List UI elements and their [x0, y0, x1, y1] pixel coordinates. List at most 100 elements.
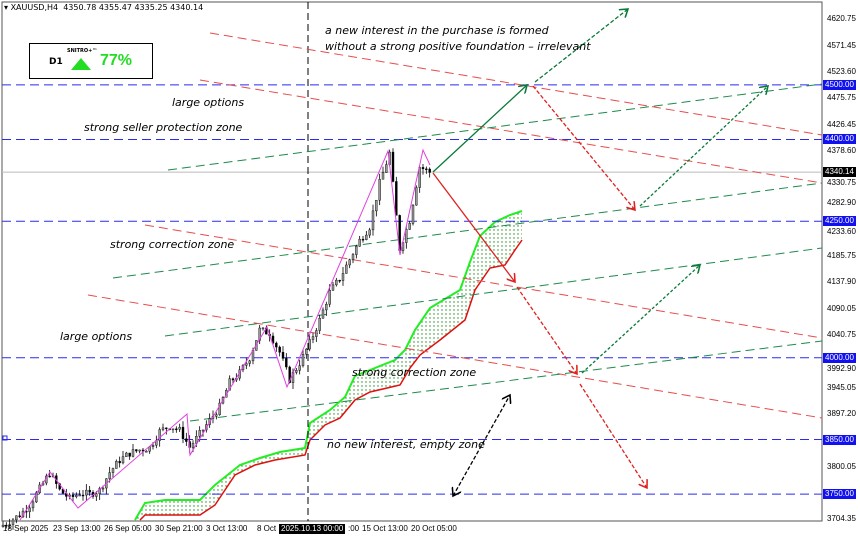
descending-trend-line — [144, 224, 823, 339]
x-tick-label: 15 Oct 13:00 — [362, 524, 408, 533]
candle-body — [321, 309, 325, 319]
candle-body — [371, 210, 375, 231]
y-tick-label: 4137.90 — [827, 277, 856, 287]
candle-body — [135, 449, 138, 452]
annotation-text: strong correction zone — [110, 238, 235, 251]
candle-body — [71, 494, 75, 497]
y-tick-label: 4233.60 — [827, 227, 856, 237]
scenario-arrow-up — [581, 265, 700, 374]
annotation-text: without a strong positive foundation – i… — [325, 40, 591, 53]
candle-body — [338, 279, 341, 282]
x-tick-label: :00 — [348, 524, 360, 533]
candle-body — [415, 187, 418, 206]
level-price-label: 4500.00 — [823, 79, 856, 90]
x-tick-label: 20 Oct 05:00 — [411, 524, 457, 533]
candle-body — [195, 436, 198, 444]
candle-body — [15, 515, 18, 521]
level-handle — [2, 435, 8, 441]
y-tick-label: 4475.75 — [827, 93, 856, 103]
y-tick-label: 3704.35 — [827, 514, 856, 523]
candle-body — [288, 366, 291, 383]
candle-body — [218, 402, 221, 415]
x-tick-label: 18 Sep 2025 — [3, 524, 49, 533]
candle-body — [8, 524, 11, 526]
candle-body — [348, 259, 351, 266]
y-tick-label: 3945.05 — [827, 382, 856, 392]
candle-body — [275, 342, 278, 348]
x-tick-label: 3 Oct 13:00 — [206, 524, 248, 533]
candle-body — [171, 428, 175, 431]
candle-body — [368, 229, 371, 236]
chart-header: ▾ XAUUSD,H4 4350.78 4355.47 4335.25 4340… — [4, 3, 203, 12]
scenario-arrow-down — [579, 383, 647, 488]
candle-body — [125, 452, 128, 457]
level-price-label: 4400.00 — [823, 134, 856, 145]
candle-body — [201, 429, 205, 432]
y-tick-label: 3897.20 — [827, 408, 856, 418]
y-tick-label: 4571.45 — [827, 40, 856, 50]
candle-body — [185, 438, 188, 442]
level-price-label: 3750.00 — [823, 489, 856, 500]
symbol-label: XAUUSD,H4 — [10, 3, 59, 12]
candle-body — [18, 515, 21, 518]
ascending-trend-line — [112, 182, 823, 279]
candle-body — [278, 346, 281, 353]
cloud-lower-line — [139, 239, 523, 521]
candle-body — [328, 290, 331, 305]
crosshair-time-label: 2025.10.13 00:00 — [279, 524, 346, 534]
candle-body — [358, 238, 361, 247]
candle-body — [408, 223, 411, 230]
candle-body — [198, 430, 201, 437]
candle-body — [181, 426, 185, 439]
annotation-text: large options — [60, 330, 133, 343]
descending-trend-line — [87, 294, 823, 419]
candle-body — [115, 461, 118, 469]
ascending-trend-line — [164, 247, 823, 337]
annotation-text: strong seller protection zone — [84, 121, 243, 134]
candle-body — [228, 378, 231, 391]
candle-body — [35, 492, 38, 503]
candle-body — [355, 246, 358, 255]
candle-body — [95, 493, 98, 497]
candle-body — [405, 229, 408, 243]
candle-body — [78, 494, 81, 497]
candle-body — [391, 151, 395, 182]
x-tick-label: 8 Oct — [257, 524, 277, 533]
descending-trend-line — [209, 32, 823, 136]
indicator-value: 77% — [100, 52, 133, 69]
candle-body — [31, 501, 35, 509]
y-tick-label: 4040.75 — [827, 330, 856, 340]
arrow-up-icon — [71, 58, 91, 70]
candle-body — [281, 352, 285, 359]
x-tick-label: 23 Sep 13:00 — [53, 524, 101, 533]
y-tick-label: 4090.05 — [827, 303, 856, 313]
y-tick-label: 4185.75 — [827, 251, 856, 261]
ascending-trend-line — [167, 83, 823, 171]
scenario-arrow-up — [534, 9, 628, 83]
y-tick-label: 4523.60 — [827, 67, 856, 76]
x-tick-label: 30 Sep 21:00 — [155, 524, 203, 533]
level-price-label: 4000.00 — [823, 352, 856, 363]
candle-body — [425, 168, 428, 171]
candle-body — [428, 168, 431, 173]
scenario-arrow-down — [516, 286, 577, 374]
candle-body — [305, 348, 308, 355]
candle-body — [351, 254, 355, 260]
candle-body — [341, 273, 345, 281]
candle-body — [138, 449, 141, 452]
candle-body — [108, 472, 111, 479]
candle-body — [111, 468, 115, 473]
candle-body — [298, 365, 301, 371]
candle-body — [375, 199, 378, 212]
candle-body — [5, 524, 8, 527]
candle-body — [248, 360, 251, 364]
range-double-arrow — [453, 395, 510, 496]
scenario-arrow-down — [532, 85, 635, 210]
candle-body — [361, 238, 365, 241]
candle-body — [121, 456, 125, 464]
dropdown-arrow-icon[interactable]: ▾ — [4, 3, 11, 12]
candle-body — [285, 358, 288, 368]
candle-body — [165, 427, 168, 430]
candle-body — [245, 363, 248, 366]
